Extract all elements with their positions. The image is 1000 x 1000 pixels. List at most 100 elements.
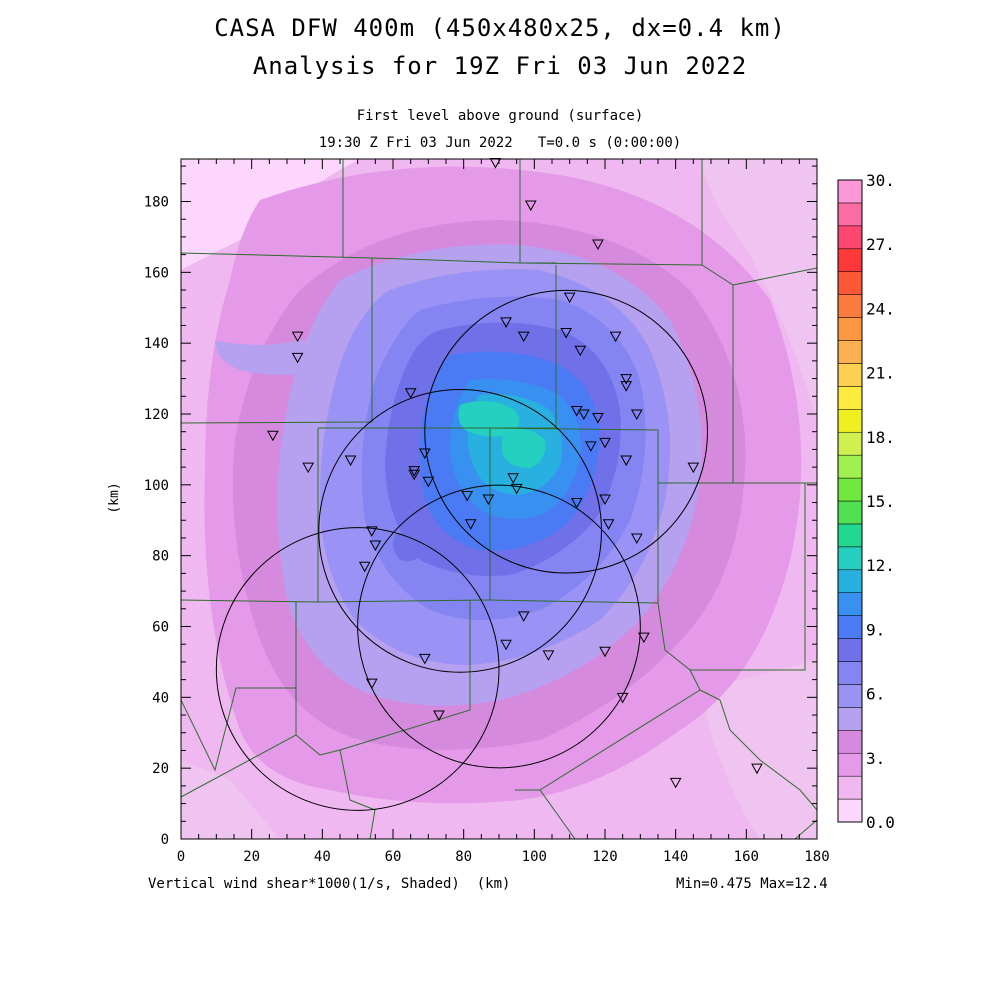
site-marker (422, 476, 435, 488)
site-marker (291, 352, 304, 364)
x-tick-label: 20 (243, 849, 260, 865)
colorbar-swatch (837, 294, 863, 318)
site-marker (616, 692, 629, 704)
x-tick-label: 120 (592, 849, 617, 865)
colorbar-swatch (837, 248, 863, 272)
site-marker (404, 388, 417, 399)
colorbar-swatch (837, 477, 863, 502)
site-marker (267, 430, 279, 442)
site-marker (563, 292, 576, 304)
colorbar-labels: 0.0 3. 6. 9. 12. 15. 18. 21. 24. 27. 30. (866, 171, 895, 832)
colorbar-swatch (837, 386, 863, 410)
min-max-label: Min=0.475 Max=12.4 (676, 876, 828, 892)
site-marker (408, 469, 421, 481)
site-marker (524, 200, 537, 212)
site-marker (599, 646, 611, 658)
colorbar-swatch (837, 546, 863, 571)
site-marker (500, 317, 512, 328)
site-marker (620, 455, 633, 467)
y-tick-label: 100 (144, 478, 169, 494)
radar-range-rings (215, 289, 708, 811)
x-tick-label: 160 (734, 849, 759, 865)
y-tick-label: 40 (152, 690, 169, 706)
colorbar-swatch (837, 752, 863, 777)
site-marker (507, 473, 519, 484)
county-boundaries (181, 159, 817, 839)
site-marker (669, 777, 682, 789)
radar-ring (318, 389, 602, 673)
colorbar-label: 27. (866, 235, 895, 254)
colorbar-swatch (837, 684, 863, 708)
site-marker (599, 494, 611, 506)
colorbar-swatch (837, 179, 863, 204)
y-tick-label: 160 (144, 265, 169, 281)
y-tick-label: 0 (161, 832, 169, 848)
colorbar-swatch (837, 409, 863, 433)
site-marker (687, 462, 700, 474)
x-tick-label: 80 (455, 849, 472, 865)
site-marker (464, 519, 477, 530)
site-marker (482, 494, 495, 506)
x-tick-label: 180 (804, 849, 829, 865)
y-tick-label: 20 (152, 761, 169, 777)
y-tick-label: 60 (152, 620, 169, 636)
colorbar-frame (837, 179, 863, 823)
x-tick-label: 140 (663, 849, 688, 865)
site-marker (585, 441, 597, 452)
site-marker (344, 455, 357, 467)
colorbar-swatch (837, 500, 863, 525)
site-marker (570, 498, 583, 509)
axis-ticks (180, 159, 818, 840)
colorbar (837, 179, 863, 823)
site-marker (542, 650, 555, 661)
y-tick-label: 180 (144, 195, 169, 211)
colorbar-swatch (837, 363, 863, 387)
colorbar-swatch (837, 592, 863, 616)
radar-ring (215, 527, 500, 811)
colorbar-swatch (837, 661, 863, 685)
site-marker (751, 763, 763, 775)
colorbar-swatch (837, 730, 863, 754)
site-marker (358, 561, 371, 573)
site-marker (369, 540, 382, 552)
colorbar-label: 21. (866, 364, 895, 383)
colorbar-label: 15. (866, 492, 895, 511)
site-marker (433, 710, 445, 722)
level-label: First level above ground (surface) (356, 108, 644, 124)
x-tick-label: 60 (385, 849, 402, 865)
valid-time-label: 19:30 Z Fri 03 Jun 2022 T=0.0 s (0:00:00… (318, 135, 682, 151)
site-marker (574, 345, 587, 357)
colorbar-swatch (837, 798, 863, 823)
radar-ring (357, 484, 641, 769)
site-marker (517, 331, 530, 343)
site-marker (291, 331, 304, 343)
site-marker (302, 462, 315, 474)
site-marker (461, 490, 474, 502)
colorbar-swatch (837, 454, 863, 479)
colorbar-swatch (837, 615, 863, 639)
site-marker (620, 374, 633, 385)
colorbar-label: 6. (866, 685, 885, 704)
site-marker (577, 409, 590, 421)
colorbar-swatch (837, 271, 863, 295)
site-marker (592, 239, 604, 251)
colorbar-label: 24. (866, 299, 895, 318)
colorbar-label: 18. (866, 428, 895, 447)
colorbar-swatch (837, 775, 863, 800)
site-marker (599, 437, 611, 449)
x-tick-label: 0 (177, 849, 185, 865)
radar-ring (424, 289, 708, 574)
y-tick-label: 140 (144, 336, 169, 352)
colorbar-swatch (837, 638, 863, 662)
x-tick-label: 100 (522, 849, 547, 865)
y-tick-label: 120 (144, 407, 169, 423)
site-marker (510, 483, 523, 495)
site-marker (500, 639, 512, 651)
y-axis-labels: 0 20 40 60 80 100 120 140 160 180 (144, 195, 169, 849)
site-marker (609, 331, 622, 343)
site-marker (602, 519, 615, 530)
colorbar-swatch (837, 340, 863, 364)
site-marker (630, 409, 643, 421)
colorbar-swatch (837, 569, 863, 593)
